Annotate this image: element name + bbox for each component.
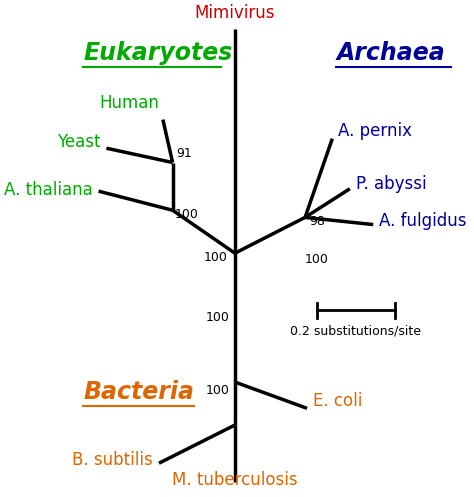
Text: A. fulgidus: A. fulgidus bbox=[379, 212, 466, 230]
Text: 100: 100 bbox=[205, 311, 229, 324]
Text: A. pernix: A. pernix bbox=[338, 122, 412, 140]
Text: 0.2 substitutions/site: 0.2 substitutions/site bbox=[290, 325, 421, 338]
Text: Bacteria: Bacteria bbox=[83, 380, 194, 404]
Text: 100: 100 bbox=[174, 208, 199, 221]
Text: 100: 100 bbox=[203, 251, 227, 264]
Text: M. tuberculosis: M. tuberculosis bbox=[172, 472, 298, 490]
Text: Yeast: Yeast bbox=[57, 133, 100, 151]
Text: 98: 98 bbox=[309, 215, 325, 228]
Text: Mimivirus: Mimivirus bbox=[195, 3, 275, 22]
Text: Eukaryotes: Eukaryotes bbox=[83, 41, 232, 65]
Text: 91: 91 bbox=[176, 147, 192, 160]
Text: E. coli: E. coli bbox=[313, 392, 362, 410]
Text: Archaea: Archaea bbox=[336, 41, 445, 65]
Text: B. subtilis: B. subtilis bbox=[73, 451, 153, 469]
Text: 100: 100 bbox=[205, 385, 229, 398]
Text: 100: 100 bbox=[305, 253, 329, 266]
Text: Human: Human bbox=[99, 94, 159, 112]
Text: P. abyssi: P. abyssi bbox=[356, 175, 426, 193]
Text: A. thaliana: A. thaliana bbox=[4, 181, 93, 199]
